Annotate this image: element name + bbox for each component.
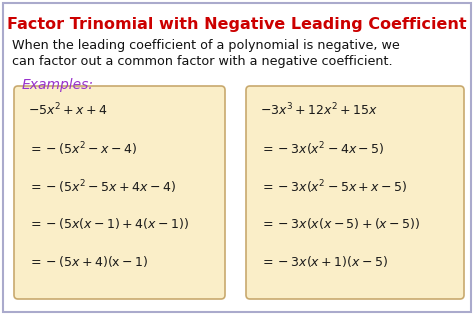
FancyBboxPatch shape	[3, 3, 471, 312]
Text: $=-3x(x+1)(x-5)$: $=-3x(x+1)(x-5)$	[260, 254, 388, 269]
Text: $=-3x(x^2-4x-5)$: $=-3x(x^2-4x-5)$	[260, 140, 384, 158]
Text: $=-3x(x(x-5)+(x-5))$: $=-3x(x(x-5)+(x-5))$	[260, 216, 420, 231]
Text: can factor out a common factor with a negative coefficient.: can factor out a common factor with a ne…	[12, 55, 392, 68]
Text: Factor Trinomial with Negative Leading Coefficient: Factor Trinomial with Negative Leading C…	[7, 17, 467, 32]
Text: $-3x^3+12x^2+15x$: $-3x^3+12x^2+15x$	[260, 102, 378, 119]
FancyBboxPatch shape	[246, 86, 464, 299]
Text: $=-(5x(x-1)+4(x-1))$: $=-(5x(x-1)+4(x-1))$	[28, 216, 189, 231]
Text: $=-3x(x^2-5x+x-5)$: $=-3x(x^2-5x+x-5)$	[260, 178, 407, 196]
Text: $=-(5x^2-5x+4x-4)$: $=-(5x^2-5x+4x-4)$	[28, 178, 176, 196]
Text: $-5x^2+x+4$: $-5x^2+x+4$	[28, 102, 108, 119]
Text: Examples:: Examples:	[22, 78, 94, 92]
Text: $=-(5x^2-x-4)$: $=-(5x^2-x-4)$	[28, 140, 137, 158]
Text: When the leading coefficient of a polynomial is negative, we: When the leading coefficient of a polyno…	[12, 39, 400, 52]
Text: $=-(5x+4)(\mathrm{x}-1)$: $=-(5x+4)(\mathrm{x}-1)$	[28, 254, 148, 269]
FancyBboxPatch shape	[14, 86, 225, 299]
